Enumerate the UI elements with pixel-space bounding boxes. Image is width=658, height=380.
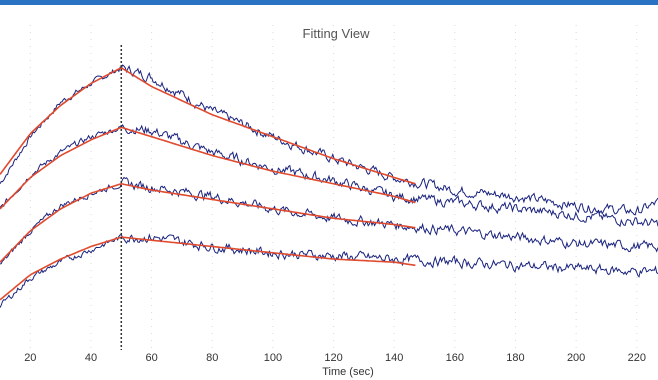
fit-curve-2	[0, 126, 416, 210]
x-tick-label: 200	[567, 352, 585, 364]
x-tick-labels: 20 40 60 80 100 120 140 160 180 200 220	[24, 352, 646, 364]
x-tick-label: 180	[506, 352, 524, 364]
series-layer	[0, 64, 658, 308]
fitting-view-chart: Fitting View 20 40 60 80 100 120 140 160 180 200 2…	[0, 5, 658, 380]
title-bar-strip	[0, 0, 658, 5]
x-axis-title: Time (sec)	[322, 366, 374, 378]
x-tick-label: 60	[145, 352, 157, 364]
x-tick-label: 100	[264, 352, 282, 364]
x-tick-label: 220	[628, 352, 646, 364]
chart-svg: Fitting View 20 40 60 80 100 120 140 160 180 200 2…	[0, 25, 658, 378]
x-tick-label: 120	[324, 352, 342, 364]
x-tick-label: 20	[24, 352, 36, 364]
x-tick-label: 80	[206, 352, 218, 364]
measured-curve-2	[0, 124, 658, 228]
fit-curve-1	[0, 67, 416, 185]
measured-curve-1	[0, 64, 658, 216]
chart-title: Fitting View	[303, 26, 371, 41]
x-tick-label: 40	[85, 352, 97, 364]
measured-curve-4	[0, 233, 658, 308]
x-tick-label: 160	[446, 352, 464, 364]
fit-curve-3	[0, 183, 416, 263]
x-tick-label: 140	[385, 352, 403, 364]
fit-curve-4	[0, 236, 416, 301]
